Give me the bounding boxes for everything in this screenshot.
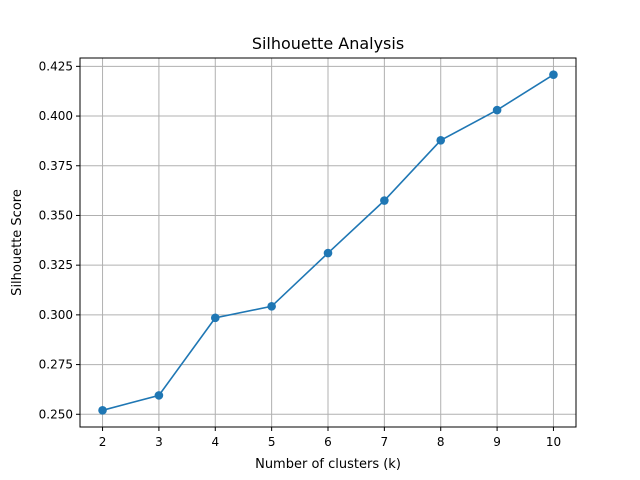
x-axis: 2 3 4 5 6 7 8 9 10 bbox=[99, 427, 561, 449]
data-point bbox=[492, 105, 502, 115]
x-tick-label: 2 bbox=[99, 435, 107, 449]
x-tick-label: 4 bbox=[211, 435, 219, 449]
y-tick-label: 0.300 bbox=[39, 308, 73, 322]
x-tick-label: 6 bbox=[324, 435, 332, 449]
y-axis: 0.250 0.275 0.300 0.325 0.350 0.375 0.400 0.425 bbox=[39, 59, 80, 421]
data-point bbox=[154, 391, 164, 400]
data-point bbox=[436, 136, 446, 145]
data-point bbox=[549, 70, 558, 80]
x-tick-label: 5 bbox=[268, 435, 276, 449]
data-point bbox=[323, 248, 333, 258]
y-tick-label: 0.375 bbox=[39, 159, 73, 173]
data-point bbox=[98, 405, 107, 415]
data-point bbox=[380, 196, 389, 205]
x-tick-label: 8 bbox=[437, 435, 445, 449]
chart-title: Silhouette Analysis bbox=[252, 34, 404, 53]
data-point bbox=[210, 313, 220, 323]
y-axis-label: Silhouette Score bbox=[10, 189, 25, 296]
y-tick-label: 0.350 bbox=[39, 208, 73, 222]
x-tick-label: 7 bbox=[381, 435, 389, 449]
grid bbox=[80, 58, 576, 427]
y-tick-label: 0.250 bbox=[39, 407, 73, 421]
x-tick-label: 9 bbox=[493, 435, 501, 449]
series-layer bbox=[98, 70, 558, 415]
x-tick-label: 10 bbox=[546, 435, 561, 449]
y-tick-label: 0.400 bbox=[39, 109, 73, 123]
y-tick-label: 0.275 bbox=[39, 358, 73, 372]
data-point bbox=[267, 302, 276, 311]
x-tick-label: 3 bbox=[155, 435, 163, 449]
y-tick-label: 0.425 bbox=[39, 59, 73, 73]
x-axis-label: Number of clusters (k) bbox=[255, 457, 401, 472]
y-tick-label: 0.325 bbox=[39, 258, 73, 272]
